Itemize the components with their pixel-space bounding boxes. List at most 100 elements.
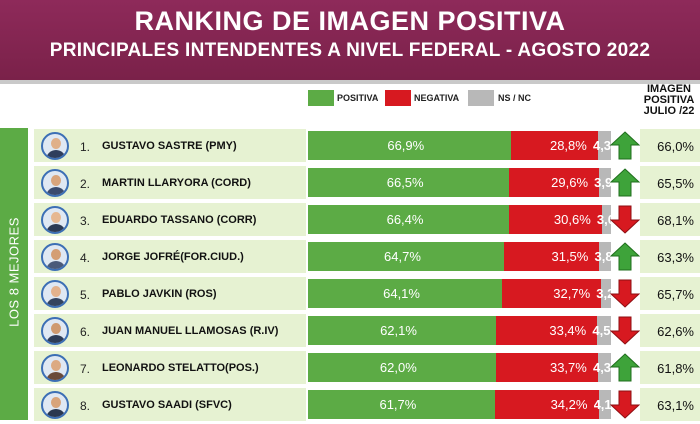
avatar-body — [46, 409, 66, 417]
previous-value: 68,1% — [657, 213, 694, 228]
bar-negative — [504, 242, 600, 271]
previous-value: 61,8% — [657, 361, 694, 376]
value-label-positive: 66,4% — [386, 212, 424, 227]
bar-negative — [509, 168, 600, 197]
mayor-name: PABLO JAVKIN (ROS) — [102, 288, 217, 300]
bar-nsnc — [601, 205, 611, 234]
bar-nsnc — [598, 390, 611, 419]
mayor-name: GUSTAVO SAADI (SFVC) — [102, 399, 232, 411]
bar-negative — [509, 205, 602, 234]
previous-value: 63,1% — [657, 398, 694, 413]
value-label-positive: 62,1% — [380, 323, 417, 338]
mayor-name: GUSTAVO SASTRE (PMY) — [102, 140, 237, 152]
previous-value: 65,5% — [657, 176, 694, 191]
bar-positive — [308, 205, 510, 234]
avatar — [41, 354, 69, 382]
previous-value: 65,7% — [657, 287, 694, 302]
name-cell: 8. GUSTAVO SAADI (SFVC) — [34, 388, 306, 421]
value-label-nsnc: 3,2% — [596, 286, 611, 301]
arrow-down-icon — [609, 390, 641, 419]
bar-positive — [308, 279, 503, 308]
avatar — [41, 280, 69, 308]
previous-value-cell: 62,6% — [640, 314, 700, 347]
value-label-nsnc: 3,9% — [594, 175, 611, 190]
arrow-down-icon — [609, 279, 641, 308]
previous-value-cell: 65,5% — [640, 166, 700, 199]
previous-column-header: IMAGEN POSITIVA JULIO /22 — [638, 84, 700, 117]
avatar-body — [46, 298, 66, 306]
avatar — [41, 169, 69, 197]
name-cell: 7. LEONARDO STELATTO(POS.) — [34, 351, 306, 384]
bar-nsnc — [597, 131, 611, 160]
avatar-body — [46, 261, 66, 269]
bar-negative — [495, 353, 598, 382]
table-row: 4. JORGE JOFRÉ(FOR.CIUD.) 64,7% 31,5% 3,8% 63… — [30, 239, 700, 273]
previous-header-line3: JULIO /22 — [643, 105, 695, 117]
avatar-body — [46, 187, 66, 195]
previous-value-cell: 68,1% — [640, 203, 700, 236]
table-row: 8. GUSTAVO SAADI (SFVC) 61,7% 34,2% 4,1% 63,1… — [30, 387, 700, 421]
value-label-nsnc: 4,1% — [593, 397, 611, 412]
value-label-nsnc: 4,3% — [592, 138, 611, 153]
avatar-body — [46, 150, 66, 158]
name-cell: 3. EDUARDO TASSANO (CORR) — [34, 203, 306, 236]
value-label-negative: 33,7% — [549, 360, 587, 375]
previous-value-cell: 66,0% — [640, 129, 700, 162]
bar-positive — [308, 353, 496, 382]
bar-positive — [308, 168, 510, 197]
rank-label: 1. — [80, 140, 91, 154]
bar-nsnc — [597, 353, 611, 382]
name-cell: 1. GUSTAVO SASTRE (PMY) — [34, 129, 306, 162]
side-panel — [0, 128, 28, 420]
previous-value-cell: 61,8% — [640, 351, 700, 384]
previous-value: 62,6% — [657, 324, 694, 339]
legend-label-negative: NEGATIVA — [414, 93, 460, 103]
value-label-negative: 28,8% — [549, 138, 587, 153]
value-label-positive: 66,5% — [386, 175, 424, 190]
arrow-down-icon — [609, 316, 641, 345]
avatar-head — [51, 138, 61, 149]
avatar-head — [51, 175, 61, 186]
table-row: 3. EDUARDO TASSANO (CORR) 66,4% 30,6% 3,0% 68… — [30, 202, 700, 236]
avatar-head — [51, 286, 61, 297]
previous-value-cell: 63,1% — [640, 388, 700, 421]
bar-positive — [308, 131, 511, 160]
arrow-down-icon — [609, 205, 641, 234]
bar-positive — [308, 242, 505, 271]
avatar-body — [46, 372, 66, 380]
avatar-body — [46, 224, 66, 232]
chart-title: RANKING DE IMAGEN POSITIVA — [134, 6, 566, 36]
avatar-head — [51, 323, 61, 334]
value-label-positive: 64,1% — [383, 286, 420, 301]
bar-negative — [496, 316, 598, 345]
avatar-body — [46, 335, 66, 343]
value-label-negative: 34,2% — [550, 397, 588, 412]
bar-negative — [510, 131, 598, 160]
arrow-up-icon — [609, 168, 641, 197]
arrow-up-icon — [609, 242, 641, 271]
legend-label-positive: POSITIVA — [337, 93, 379, 103]
table-row: 6. JUAN MANUEL LLAMOSAS (R.IV) 62,1% 33,4% 4… — [30, 313, 700, 347]
bar-negative — [494, 390, 599, 419]
avatar — [41, 391, 69, 419]
value-label-negative: 33,4% — [549, 323, 587, 338]
mayor-name: JORGE JOFRÉ(FOR.CIUD.) — [102, 251, 244, 263]
legend-swatch-nsnc — [468, 90, 494, 106]
table-row: 5. PABLO JAVKIN (ROS) 64,1% 32,7% 3,2% 65,7% — [30, 276, 700, 310]
bar-nsnc — [599, 242, 611, 271]
avatar-head — [51, 360, 61, 371]
side-label: LOS 8 MEJORES — [6, 217, 22, 327]
header-banner: RANKING DE IMAGEN POSITIVA PRINCIPALES I… — [0, 0, 700, 80]
header-divider — [0, 80, 700, 84]
bar-nsnc — [597, 316, 611, 345]
avatar — [41, 132, 69, 160]
value-label-nsnc: 3,8% — [594, 249, 611, 264]
value-label-nsnc: 4,5% — [592, 323, 611, 338]
name-cell: 6. JUAN MANUEL LLAMOSAS (R.IV) — [34, 314, 306, 347]
previous-value: 66,0% — [657, 139, 694, 154]
bar-nsnc — [601, 279, 611, 308]
value-label-nsnc: 4,3% — [592, 360, 611, 375]
chart-subtitle: PRINCIPALES INTENDENTES A NIVEL FEDERAL … — [49, 40, 651, 61]
table-row: 1. GUSTAVO SASTRE (PMY) 66,9% 28,8% 4,3% 66,0… — [30, 128, 700, 162]
bar-nsnc — [599, 168, 611, 197]
